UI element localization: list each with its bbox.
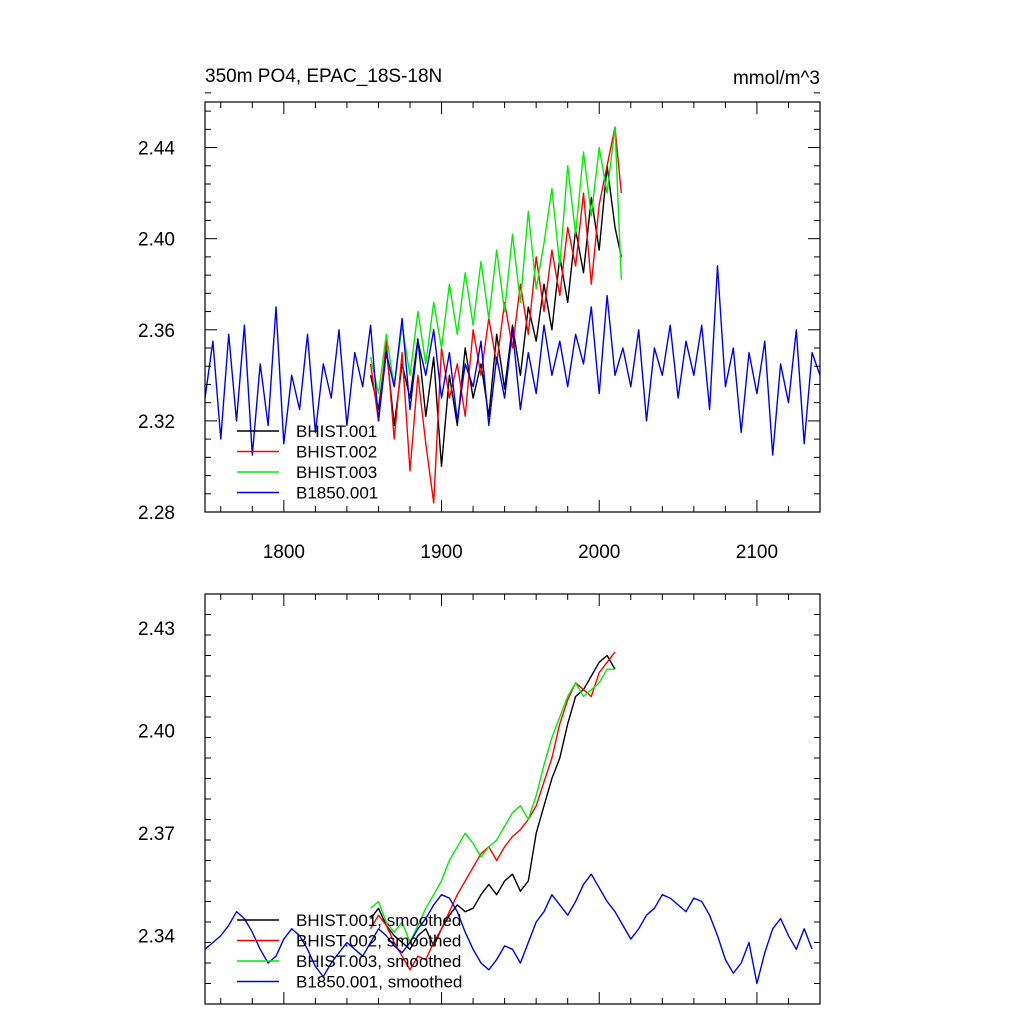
y-tick-label: 2.36 — [138, 321, 175, 342]
series-line-3 — [369, 126, 622, 395]
series-line-4 — [205, 873, 813, 985]
series-line-4 — [205, 265, 820, 456]
y-tick-label: 2.28 — [138, 503, 175, 524]
legend-label: BHIST.001, smoothed — [296, 911, 461, 930]
x-tick-label: 2100 — [736, 542, 778, 563]
legend-label: B1850.001 — [296, 484, 378, 503]
plot-frame — [204, 101, 821, 513]
panel-raw: 350m PO4, EPAC_18S-18N mmol/m^3 1800 1900… — [138, 66, 821, 563]
series-line-1 — [369, 165, 622, 468]
legend-label: BHIST.003 — [296, 463, 377, 482]
panel-smoothed: 2.34 2.37 2.40 2.43 BHIST.001, smoothed BHIS… — [138, 593, 821, 1005]
legend-label: B1850.001, smoothed — [296, 973, 462, 992]
y-tick-label: 2.37 — [138, 824, 175, 845]
x-tick-label: 1900 — [420, 542, 462, 563]
y-tick-label: 2.32 — [138, 412, 175, 433]
y-tick-label: 2.40 — [138, 722, 175, 743]
panel-title: 350m PO4, EPAC_18S-18N — [205, 66, 442, 87]
x-tick-label: 1800 — [263, 542, 305, 563]
legend-label: BHIST.003, smoothed — [296, 952, 461, 971]
x-tick-label: 2000 — [578, 542, 620, 563]
legend-label: BHIST.002, smoothed — [296, 932, 461, 951]
y-tick-label: 2.40 — [138, 230, 175, 251]
legend-label: BHIST.002 — [296, 443, 377, 462]
y-tick-label: 2.43 — [138, 619, 175, 640]
y-tick-label: 2.44 — [138, 139, 175, 160]
series-line-2 — [369, 126, 622, 504]
y-tick-label: 2.34 — [138, 927, 175, 948]
units-label: mmol/m^3 — [733, 68, 820, 89]
legend-label: BHIST.001 — [296, 422, 377, 441]
series-line-1 — [370, 654, 616, 950]
series-line-3 — [370, 668, 615, 944]
